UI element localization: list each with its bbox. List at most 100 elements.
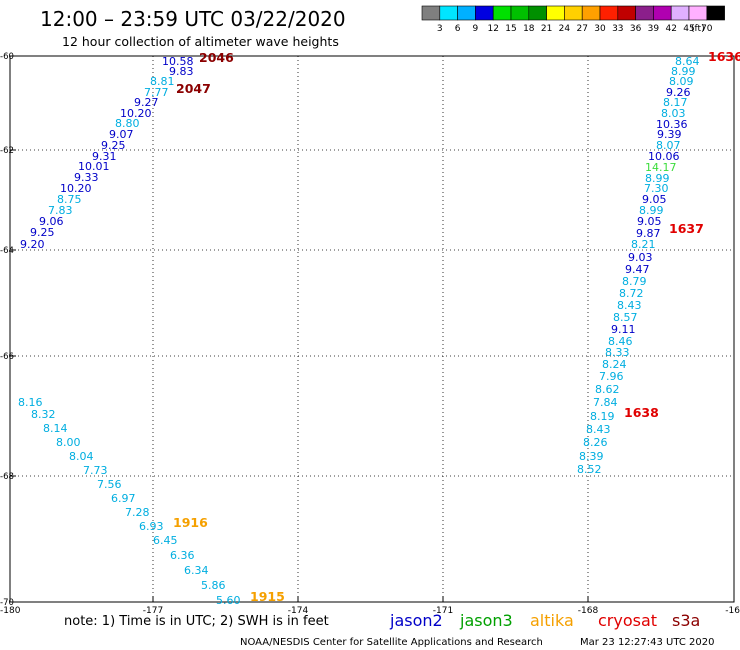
track-id-label: 1637 bbox=[669, 221, 704, 236]
wave-height-reading: 8.24 bbox=[602, 358, 627, 371]
satellite-name-jason2: jason2 bbox=[389, 611, 443, 630]
legend-tick-label: 42 bbox=[665, 24, 676, 34]
legend-swatch bbox=[635, 5, 654, 21]
timestamp-text: Mar 23 12:27:43 UTC 2020 bbox=[580, 637, 715, 648]
wave-height-reading: 7.83 bbox=[48, 204, 73, 217]
wave-height-reading: 8.64 bbox=[675, 55, 700, 68]
wave-height-reading: 9.31 bbox=[92, 150, 117, 163]
legend-swatch bbox=[564, 5, 583, 21]
legend-tick-label: 30 bbox=[594, 24, 606, 34]
legend-swatch bbox=[421, 5, 441, 21]
legend-tick-label: 6 bbox=[455, 24, 461, 34]
wave-height-reading: 8.80 bbox=[115, 117, 140, 130]
wave-height-reading: 8.99 bbox=[639, 204, 664, 217]
graticule: -180 -177 -174 -171 -168 -16 -60 -62 -64 -66 -68 -7… bbox=[0, 52, 740, 616]
page-subtitle: 12 hour collection of altimeter wave hei… bbox=[62, 34, 339, 49]
y-tick-label: -66 bbox=[0, 352, 14, 362]
legend-swatch bbox=[546, 5, 565, 21]
wave-height-reading: 9.05 bbox=[637, 215, 662, 228]
legend-tick-label: 18 bbox=[523, 24, 535, 34]
satellite-name-jason3: jason3 bbox=[459, 611, 513, 630]
track-id-label: 2047 bbox=[176, 81, 211, 96]
x-tick-label: -16 bbox=[725, 606, 740, 616]
wave-height-reading: 10.58 bbox=[162, 55, 194, 68]
satellite-legend: jason2 jason3 altika cryosat s3a bbox=[389, 611, 700, 630]
wave-height-reading: 5.60 bbox=[216, 594, 241, 607]
wave-height-reading: 8.62 bbox=[595, 383, 620, 396]
wave-height-reading: 9.83 bbox=[169, 65, 194, 78]
wave-height-reading: 7.77 bbox=[144, 86, 169, 99]
wave-height-readings: 10.589.838.817.779.2710.208.809.079.259.… bbox=[18, 55, 700, 607]
page-title: 12:00 – 23:59 UTC 03/22/2020 bbox=[40, 7, 346, 31]
wave-height-reading: 8.00 bbox=[56, 436, 81, 449]
wave-height-reading: 8.79 bbox=[622, 275, 647, 288]
wave-height-reading: 8.57 bbox=[613, 311, 638, 324]
legend-swatch bbox=[439, 5, 458, 21]
legend-swatch bbox=[688, 5, 708, 21]
x-tick-label: -177 bbox=[143, 606, 163, 616]
wave-height-reading: 9.07 bbox=[109, 128, 134, 141]
satellite-name-s3a: s3a bbox=[672, 611, 700, 630]
x-tick-label: -168 bbox=[578, 606, 599, 616]
wave-height-reading: 8.17 bbox=[663, 96, 688, 109]
legend-tick-label: 24 bbox=[559, 24, 571, 34]
wave-height-reading: 8.16 bbox=[18, 396, 43, 409]
wave-height-reading: 8.21 bbox=[631, 238, 656, 251]
wave-height-reading: 9.87 bbox=[636, 227, 661, 240]
track-labels: 2046 2047 1916 1915 1636 1637 1638 bbox=[173, 49, 740, 604]
track-id-label: 1636 bbox=[708, 49, 740, 64]
wave-height-reading: 9.20 bbox=[20, 238, 45, 251]
wave-height-reading: 7.96 bbox=[599, 370, 624, 383]
satellite-name-altika: altika bbox=[530, 611, 574, 630]
wave-height-reading: 7.28 bbox=[125, 506, 150, 519]
wave-height-reading: 7.30 bbox=[644, 182, 669, 195]
track-id-label: 2046 bbox=[199, 50, 234, 65]
wave-height-reading: 8.19 bbox=[590, 410, 615, 423]
wave-height-reading: 6.97 bbox=[111, 492, 136, 505]
legend-swatch bbox=[670, 5, 690, 21]
wave-height-reading: 5.86 bbox=[201, 579, 226, 592]
wave-height-reading: 6.34 bbox=[184, 564, 209, 577]
wave-height-reading: 9.25 bbox=[30, 226, 55, 239]
wave-height-reading: 8.46 bbox=[608, 335, 633, 348]
legend-swatch bbox=[581, 5, 601, 21]
wave-height-reading: 10.20 bbox=[60, 182, 92, 195]
credit-text: NOAA/NESDIS Center for Satellite Applica… bbox=[240, 637, 543, 648]
legend-swatch bbox=[457, 5, 476, 21]
wave-height-reading: 9.06 bbox=[39, 215, 64, 228]
wave-height-reading: 6.36 bbox=[170, 549, 195, 562]
wave-height-reading: 10.36 bbox=[656, 118, 688, 131]
legend-tick-label: 12 bbox=[487, 24, 498, 34]
wave-height-reading: 8.43 bbox=[586, 423, 611, 436]
wave-height-reading: 8.07 bbox=[656, 139, 681, 152]
legend-tick-label: (ft) bbox=[691, 24, 705, 34]
wave-height-reading: 9.47 bbox=[625, 263, 650, 276]
wave-height-reading: 8.04 bbox=[69, 450, 94, 463]
y-tick-label: -70 bbox=[0, 598, 14, 608]
wave-height-reading: 6.93 bbox=[139, 520, 164, 533]
satellite-name-cryosat: cryosat bbox=[598, 611, 657, 630]
y-tick-label: -62 bbox=[0, 146, 14, 156]
x-tick-label: -171 bbox=[433, 606, 453, 616]
wave-height-reading: 8.32 bbox=[31, 408, 56, 421]
wave-height-reading: 9.05 bbox=[642, 193, 667, 206]
legend-swatch bbox=[706, 5, 725, 21]
legend-tick-label: 39 bbox=[648, 24, 660, 34]
y-tick-label: -64 bbox=[0, 246, 14, 256]
wave-height-reading: 8.99 bbox=[645, 172, 670, 185]
wave-height-reading: 7.56 bbox=[97, 478, 122, 491]
y-tick-label: -68 bbox=[0, 472, 14, 482]
wave-height-reading: 9.26 bbox=[666, 86, 691, 99]
wave-height-reading: 9.25 bbox=[101, 139, 126, 152]
wave-height-reading: 8.14 bbox=[43, 422, 68, 435]
wave-height-reading: 8.03 bbox=[661, 107, 686, 120]
wave-height-reading: 8.81 bbox=[150, 75, 175, 88]
legend-tick-label: 9 bbox=[473, 24, 479, 34]
wave-height-reading: 14.17 bbox=[645, 161, 677, 174]
wave-height-reading: 9.11 bbox=[611, 323, 636, 336]
y-tick-label: -60 bbox=[0, 52, 14, 62]
wave-height-reading: 8.72 bbox=[619, 287, 644, 300]
wave-height-reading: 8.52 bbox=[577, 463, 602, 476]
legend-swatch bbox=[653, 5, 672, 21]
